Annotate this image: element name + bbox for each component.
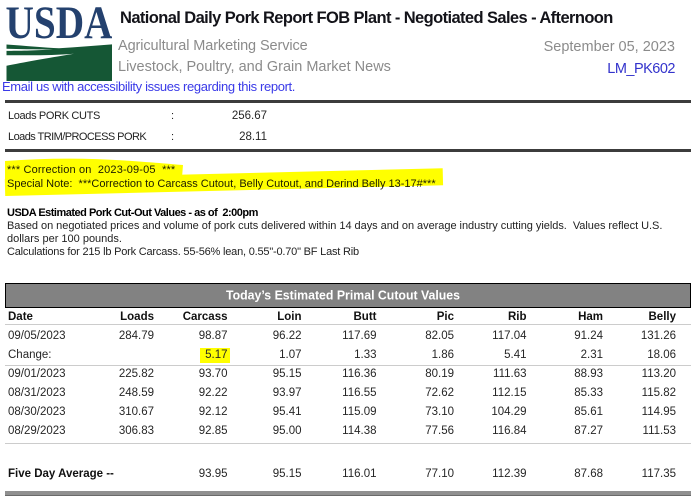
svg-text:Today’s Estimated Primal Cutou: Today’s Estimated Primal Cutout Values <box>226 287 460 302</box>
svg-text:USDA: USDA <box>6 5 113 49</box>
